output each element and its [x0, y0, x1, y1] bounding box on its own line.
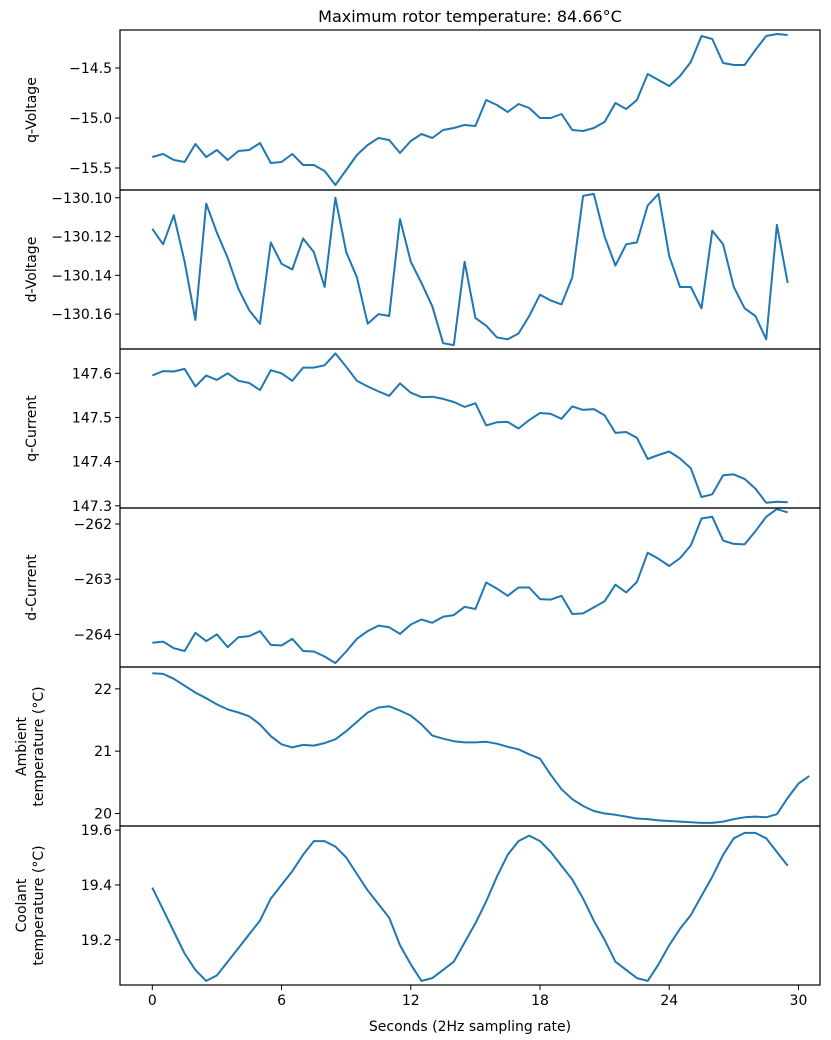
subplot-frame	[119, 29, 821, 191]
y-axis-label: temperature (°C)	[31, 845, 47, 965]
y-axis-label: d-Voltage	[24, 237, 40, 303]
series-line	[152, 508, 788, 665]
x-axis-label: Seconds (2Hz sampling rate)	[369, 1019, 571, 1035]
series-line	[152, 33, 788, 186]
y-tick-label: −262	[74, 517, 112, 533]
y-tick-label: −264	[74, 627, 113, 643]
subplot-1: −14.5 −15.0 −15.5 q-Voltage	[24, 29, 821, 191]
y-tick-label: −130.12	[51, 230, 112, 246]
x-tick-label: 30	[790, 993, 808, 1009]
y-tick-label: −130.16	[51, 307, 112, 323]
y-axis-label: temperature (°C)	[31, 686, 47, 806]
y-axis-label: Coolant	[14, 878, 30, 932]
y-tick-label: 19.2	[81, 933, 112, 949]
series-line	[151, 831, 789, 982]
x-tick-label: 18	[531, 993, 549, 1009]
subplot-frame	[119, 189, 821, 350]
subplot-frame	[119, 825, 821, 986]
y-tick-label: 21	[94, 744, 112, 760]
y-tick-label: −15.5	[69, 161, 112, 177]
subplot-frame	[119, 348, 821, 509]
y-tick-label: −263	[74, 572, 112, 588]
series-line	[152, 672, 810, 824]
x-tick-label: 6	[277, 993, 286, 1009]
y-tick-label: −15.0	[69, 111, 112, 127]
subplot-3: 147.6 147.5 147.4 147.3 q-Current	[24, 348, 821, 515]
y-tick-label: −130.14	[51, 268, 112, 284]
x-tick-label: 12	[402, 993, 420, 1009]
subplot-stack: −14.5−15.0−15.5q-Voltage−130.10−130.12−1…	[14, 29, 821, 986]
series-line	[151, 192, 789, 347]
y-axis-label: q-Current	[24, 395, 40, 462]
series-line	[151, 352, 788, 504]
y-tick-label: −130.10	[51, 191, 112, 207]
y-tick-label: 147.6	[72, 366, 112, 382]
y-tick-label: 22	[94, 682, 112, 698]
y-axis-label: q-Voltage	[24, 77, 40, 143]
y-tick-label: 19.6	[81, 823, 112, 839]
x-tick-label: 24	[660, 993, 678, 1009]
subplot-6: 19.6 19.4 19.2 Coolant temperature (°C)	[14, 823, 821, 986]
y-tick-label: 20	[94, 807, 112, 823]
subplot-2: −130.10 −130.12 −130.14 −130.16 d-Voltage	[24, 189, 821, 350]
x-axis: 0 6 12 18 24 30	[148, 985, 808, 1009]
subplot-5: 22 21 20 Ambient temperature (°C)	[14, 666, 821, 827]
y-tick-label: 19.4	[81, 878, 112, 894]
y-tick-label: −14.5	[69, 61, 112, 77]
x-tick-label: 0	[148, 993, 157, 1009]
y-tick-label: 147.5	[72, 410, 112, 426]
y-axis-label: Ambient	[14, 717, 30, 776]
y-tick-label: 147.3	[72, 499, 112, 515]
subplot-4: −262 −263 −264 d-Current	[24, 507, 821, 668]
y-tick-label: 147.4	[72, 455, 112, 471]
subplot-frame	[119, 666, 821, 827]
y-axis-label: d-Current	[24, 554, 40, 621]
chart-title: Maximum rotor temperature: 84.66°C	[318, 7, 622, 26]
